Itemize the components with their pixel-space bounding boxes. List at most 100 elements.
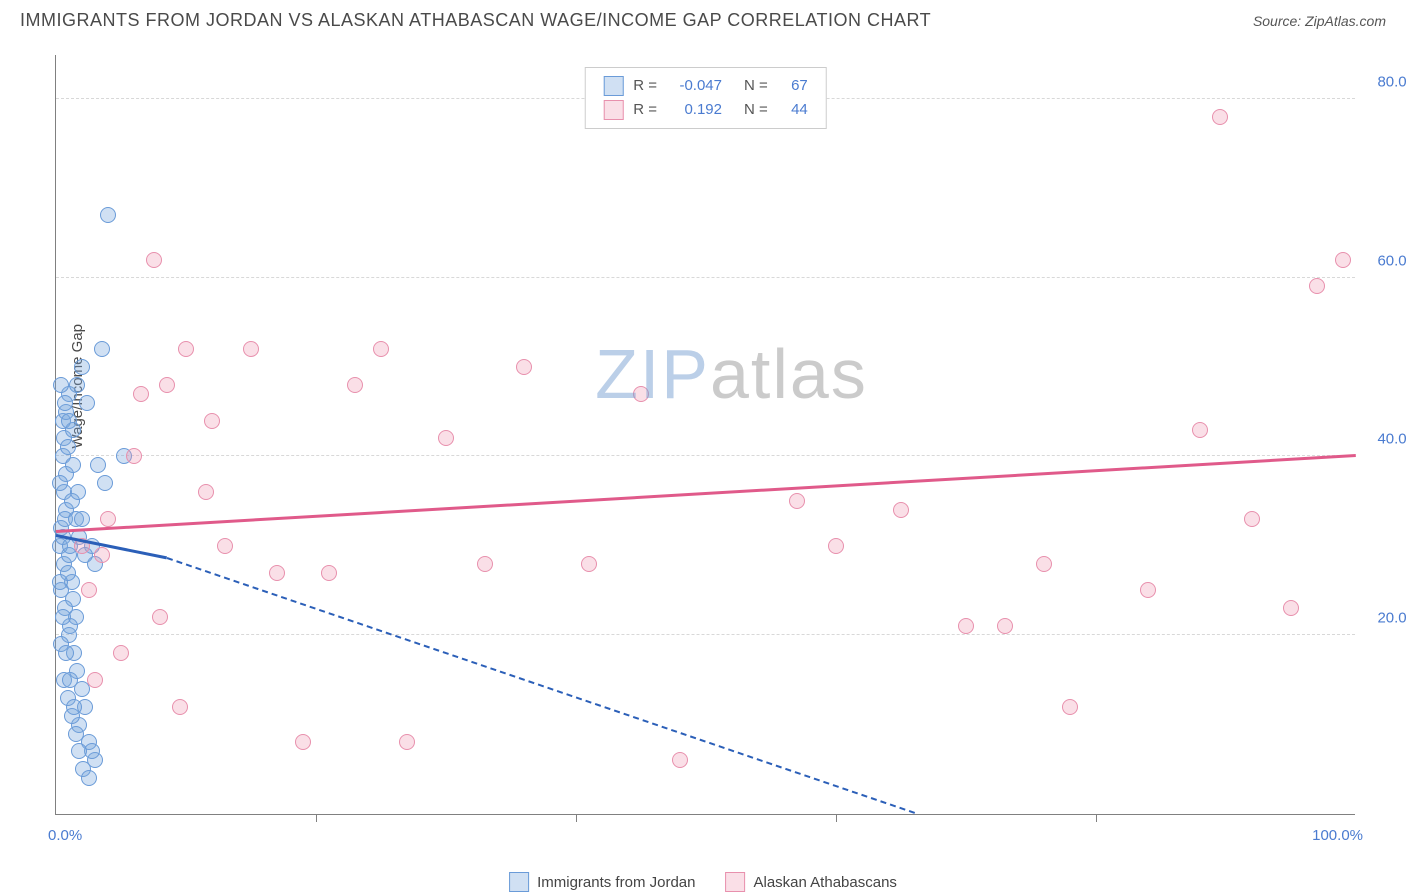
scatter-point xyxy=(87,672,103,688)
legend-correlation-row: R = -0.047 N = 67 xyxy=(603,74,808,98)
scatter-point xyxy=(172,699,188,715)
gridline-horizontal xyxy=(56,277,1355,278)
scatter-point xyxy=(159,377,175,393)
legend-swatch xyxy=(603,76,623,96)
scatter-point xyxy=(58,645,74,661)
scatter-point xyxy=(57,395,73,411)
scatter-point xyxy=(66,699,82,715)
scatter-point xyxy=(69,377,85,393)
chart-header: IMMIGRANTS FROM JORDAN VS ALASKAN ATHABA… xyxy=(0,0,1406,36)
r-value: 0.192 xyxy=(667,98,722,122)
scatter-point xyxy=(60,439,76,455)
x-tick xyxy=(316,814,317,822)
scatter-point xyxy=(74,359,90,375)
scatter-point xyxy=(1192,422,1208,438)
scatter-point xyxy=(79,395,95,411)
n-label: N = xyxy=(744,98,768,122)
chart-container: Wage/Income Gap ZIPatlas R =-0.047N =67R… xyxy=(45,45,1365,835)
scatter-point xyxy=(74,511,90,527)
legend-series-label: Alaskan Athabascans xyxy=(753,874,896,891)
scatter-point xyxy=(52,574,68,590)
scatter-point xyxy=(100,207,116,223)
scatter-point xyxy=(94,341,110,357)
r-label: R = xyxy=(633,98,657,122)
scatter-point xyxy=(1212,109,1228,125)
scatter-point xyxy=(1036,556,1052,572)
scatter-point xyxy=(1309,278,1325,294)
n-value: 44 xyxy=(778,98,808,122)
scatter-point xyxy=(81,582,97,598)
x-tick xyxy=(1096,814,1097,822)
legend-correlation-row: R = 0.192 N = 44 xyxy=(603,98,808,122)
scatter-point xyxy=(1244,511,1260,527)
x-min-label: 0.0% xyxy=(48,827,82,844)
legend-swatch xyxy=(603,100,623,120)
scatter-point xyxy=(68,726,84,742)
scatter-point xyxy=(1283,600,1299,616)
scatter-point xyxy=(198,484,214,500)
scatter-point xyxy=(126,448,142,464)
scatter-point xyxy=(477,556,493,572)
legend-correlation-box: R = -0.047 N = 67 R = 0.192 N = 44 xyxy=(584,67,827,129)
scatter-point xyxy=(113,645,129,661)
scatter-point xyxy=(94,547,110,563)
scatter-point xyxy=(295,734,311,750)
legend-series-item: Alaskan Athabascans xyxy=(725,872,896,892)
scatter-point xyxy=(90,457,106,473)
watermark-zip: ZIP xyxy=(595,335,710,413)
scatter-point xyxy=(581,556,597,572)
scatter-point xyxy=(65,457,81,473)
scatter-point xyxy=(373,341,389,357)
scatter-point xyxy=(438,430,454,446)
scatter-point xyxy=(81,770,97,786)
scatter-point xyxy=(217,538,233,554)
scatter-point xyxy=(55,609,71,625)
gridline-horizontal xyxy=(56,634,1355,635)
scatter-point xyxy=(1140,582,1156,598)
scatter-point xyxy=(97,475,113,491)
scatter-point xyxy=(146,252,162,268)
scatter-point xyxy=(672,752,688,768)
scatter-point xyxy=(53,377,69,393)
chart-title: IMMIGRANTS FROM JORDAN VS ALASKAN ATHABA… xyxy=(20,10,931,31)
legend-series-item: Immigrants from Jordan xyxy=(509,872,695,892)
trend-line-extension xyxy=(166,557,914,814)
legend-series-label: Immigrants from Jordan xyxy=(537,874,695,891)
x-tick xyxy=(836,814,837,822)
scatter-point xyxy=(70,484,86,500)
gridline-horizontal xyxy=(56,455,1355,456)
scatter-point xyxy=(269,565,285,581)
chart-source: Source: ZipAtlas.com xyxy=(1253,13,1386,29)
watermark: ZIPatlas xyxy=(595,334,868,414)
y-tick-label: 40.0% xyxy=(1377,431,1406,448)
scatter-point xyxy=(997,618,1013,634)
scatter-point xyxy=(204,413,220,429)
scatter-point xyxy=(1062,699,1078,715)
scatter-point xyxy=(828,538,844,554)
legend-series: Immigrants from Jordan Alaskan Athabascan… xyxy=(509,872,897,892)
x-tick xyxy=(576,814,577,822)
n-label: N = xyxy=(744,74,768,98)
scatter-point xyxy=(178,341,194,357)
scatter-point xyxy=(1335,252,1351,268)
scatter-point xyxy=(100,511,116,527)
scatter-point xyxy=(62,672,78,688)
r-label: R = xyxy=(633,74,657,98)
watermark-atlas: atlas xyxy=(710,335,868,413)
scatter-point xyxy=(321,565,337,581)
scatter-point xyxy=(958,618,974,634)
scatter-point xyxy=(52,475,68,491)
scatter-point xyxy=(133,386,149,402)
scatter-point xyxy=(789,493,805,509)
trend-line xyxy=(56,454,1356,532)
n-value: 67 xyxy=(778,74,808,98)
scatter-point xyxy=(399,734,415,750)
y-tick-label: 20.0% xyxy=(1377,610,1406,627)
scatter-point xyxy=(516,359,532,375)
scatter-point xyxy=(61,413,77,429)
scatter-point xyxy=(152,609,168,625)
r-value: -0.047 xyxy=(667,74,722,98)
scatter-point xyxy=(893,502,909,518)
scatter-point xyxy=(633,386,649,402)
y-tick-label: 80.0% xyxy=(1377,73,1406,90)
